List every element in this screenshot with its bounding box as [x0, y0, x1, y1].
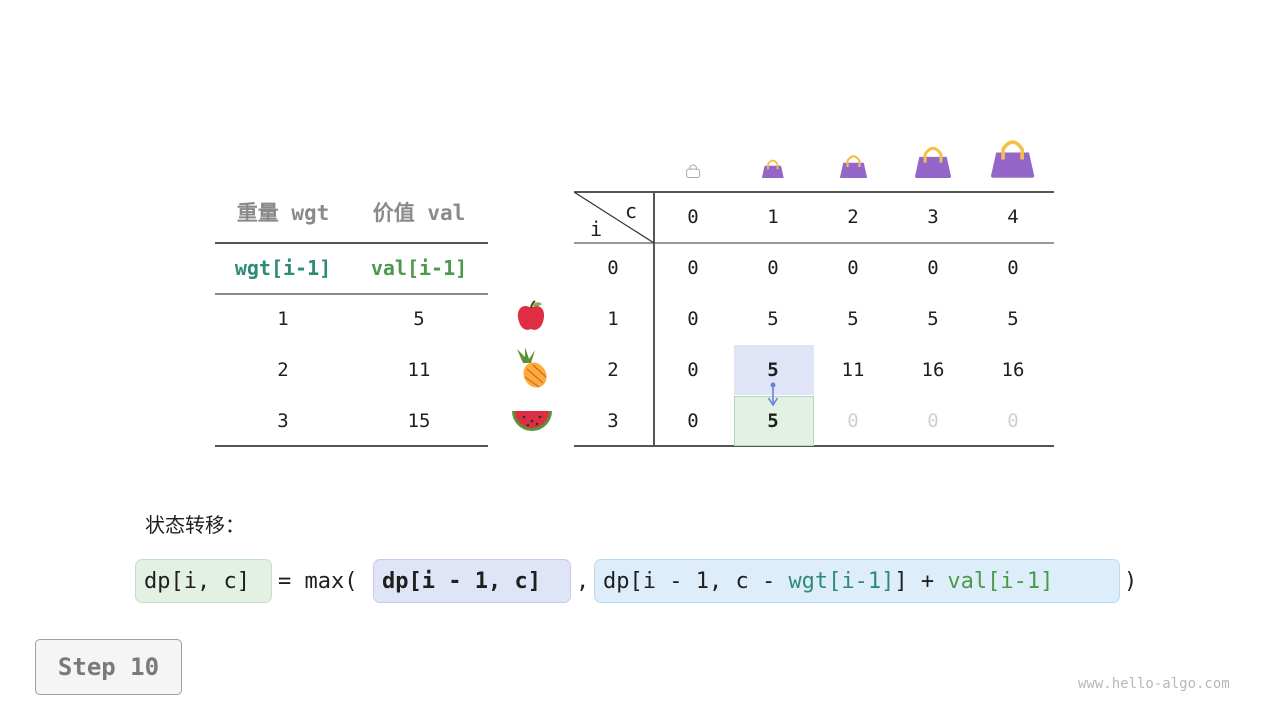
- dp-cell: 5: [767, 359, 779, 381]
- col-header: 0: [687, 206, 699, 228]
- dp-cell: 5: [927, 308, 939, 330]
- formula-close: ): [1124, 569, 1138, 594]
- header-weight: 重量 wgt: [236, 201, 330, 225]
- divider: [574, 191, 1054, 193]
- arrow-down-icon: [767, 382, 779, 407]
- item-value: 5: [413, 308, 425, 330]
- row-header: 0: [607, 257, 619, 279]
- dp-cell: 0: [1007, 257, 1019, 279]
- formula-arg1: dp[i - 1, c]: [373, 559, 571, 603]
- apple-icon: [517, 300, 545, 330]
- dp-cell: 0: [687, 257, 699, 279]
- dp-cell: 5: [767, 308, 779, 330]
- dp-cell: 0: [687, 359, 699, 381]
- dp-cell: 0: [767, 257, 779, 279]
- dp-cell: 0: [687, 308, 699, 330]
- formula-arg2-mid: ] +: [894, 568, 948, 594]
- divider: [653, 192, 655, 446]
- bag-icon: [762, 159, 784, 178]
- formula-arg2-val: val[i-1]: [947, 568, 1054, 594]
- pineapple-icon: [517, 347, 547, 388]
- divider: [215, 242, 488, 244]
- divider: [574, 445, 1054, 447]
- divider: [574, 242, 1054, 244]
- item-weight: 1: [277, 308, 289, 330]
- bag-icon: [991, 140, 1035, 178]
- corner-diagonal: [574, 192, 654, 243]
- bag-icon: [839, 154, 867, 178]
- corner-c-label: c: [624, 199, 638, 223]
- dp-cell: 0: [847, 410, 859, 432]
- divider: [215, 445, 488, 447]
- subheader-value: val[i-1]: [370, 256, 468, 280]
- formula-arg2-prefix: dp[i - 1, c -: [603, 568, 789, 594]
- dp-cell: 5: [767, 410, 779, 432]
- dp-cell: 0: [687, 410, 699, 432]
- dp-cell: 16: [1001, 359, 1025, 381]
- item-value: 15: [407, 410, 431, 432]
- item-weight: 3: [277, 410, 289, 432]
- row-header: 1: [607, 308, 619, 330]
- dp-cell: 0: [1007, 410, 1019, 432]
- dp-cell: 5: [847, 308, 859, 330]
- row-header: 2: [607, 359, 619, 381]
- formula-arg2-wgt: wgt[i-1]: [788, 568, 895, 594]
- corner-i-label: i: [589, 217, 603, 241]
- dp-cell: 11: [841, 359, 865, 381]
- dp-cell: 0: [927, 410, 939, 432]
- header-value: 价值 val: [372, 201, 466, 225]
- watermark: www.hello-algo.com: [1078, 676, 1230, 692]
- divider: [215, 293, 488, 295]
- col-header: 3: [927, 206, 939, 228]
- item-value: 11: [407, 359, 431, 381]
- item-weight: 2: [277, 359, 289, 381]
- dp-cell: 16: [921, 359, 945, 381]
- col-header: 4: [1007, 206, 1019, 228]
- watermelon-icon: [512, 411, 552, 431]
- step-button[interactable]: Step 10: [35, 639, 182, 695]
- empty-bag-icon: [686, 164, 700, 178]
- subheader-weight: wgt[i-1]: [234, 256, 332, 280]
- col-header: 2: [847, 206, 859, 228]
- formula-arg2: dp[i - 1, c - wgt[i-1]] + val[i-1]: [594, 559, 1120, 603]
- dp-cell: 5: [1007, 308, 1019, 330]
- bag-icon: [915, 146, 951, 178]
- formula-eq-max: = max(: [278, 569, 358, 594]
- formula-label: 状态转移：: [145, 513, 245, 537]
- dp-cell: 0: [847, 257, 859, 279]
- formula-lhs: dp[i, c]: [135, 559, 272, 603]
- row-header: 3: [607, 410, 619, 432]
- formula-comma: ,: [576, 569, 590, 594]
- col-header: 1: [767, 206, 779, 228]
- dp-cell: 0: [927, 257, 939, 279]
